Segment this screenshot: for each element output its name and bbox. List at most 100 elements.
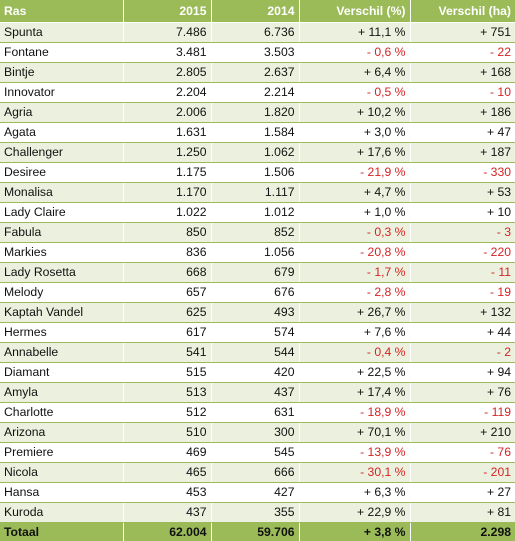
cell-ras: Fontane [0,42,124,63]
cell-ras: Melody [0,282,124,303]
cell-verschil-pct: - 0,3 % [299,222,411,243]
cell-2015: 512 [123,402,212,423]
cell-2014: 679 [211,262,300,283]
table-row: Charlotte 512 631- 18,9 % - 119 [0,402,515,423]
cell-2014: 493 [211,302,300,323]
table-row: Hansa 453 427 + 6,3 % + 27 [0,482,515,503]
cell-verschil-pct: - 0,4 % [299,342,411,363]
cell-2015: 2.204 [123,82,212,103]
cell-ras: Desiree [0,162,124,183]
cell-verschil-ha: - 3 [410,222,515,243]
cell-2014: 355 [211,502,300,523]
cell-2014: 666 [211,462,300,483]
cell-verschil-ha: + 210 [410,422,515,443]
cell-2014: 1.820 [211,102,300,123]
cell-2015: 510 [123,422,212,443]
cell-ras: Lady Rosetta [0,262,124,283]
cell-ras: Annabelle [0,342,124,363]
cell-2015: 668 [123,262,212,283]
table-footer: Totaal 62.004 59.706 + 3,8 % 2.298 [0,521,515,541]
cell-ras: Innovator [0,82,124,103]
cell-2015: 657 [123,282,212,303]
cell-verschil-pct: - 1,7 % [299,262,411,283]
table-row: Nicola 465 666- 30,1 % - 201 [0,462,515,483]
header-verschil-ha: Verschil (ha) [410,0,515,23]
table-row: Kuroda 437 355 + 22,9 % + 81 [0,502,515,523]
table-row: Premiere 469 545- 13,9 % - 76 [0,442,515,463]
cell-verschil-pct: - 0,5 % [299,82,411,103]
table-row: Lady Rosetta 668 679- 1,7 % - 11 [0,262,515,283]
cell-2015: 513 [123,382,212,403]
header-2014: 2014 [211,0,300,23]
cell-2015: 437 [123,502,212,523]
table-row: Challenger 1.250 1.062 + 17,6 % + 187 [0,142,515,163]
cell-verschil-pct: + 70,1 % [299,422,411,443]
cell-2015: 836 [123,242,212,263]
cell-ras: Arizona [0,422,124,443]
cell-2015: 515 [123,362,212,383]
cell-verschil-ha: + 10 [410,202,515,223]
table-row: Markies 836 1.056- 20,8 % - 220 [0,242,515,263]
total-label: Totaal [0,521,124,541]
cell-2014: 544 [211,342,300,363]
cell-verschil-pct: + 3,0 % [299,122,411,143]
cell-verschil-ha: - 201 [410,462,515,483]
cell-verschil-pct: + 4,7 % [299,182,411,203]
cell-2015: 453 [123,482,212,503]
cell-verschil-ha: + 47 [410,122,515,143]
total-verschil-pct: + 3,8 % [299,521,411,541]
cell-2014: 852 [211,222,300,243]
cell-2014: 1.117 [211,182,300,203]
total-2015: 62.004 [123,521,212,541]
table-row: Annabelle 541 544- 0,4 % - 2 [0,342,515,363]
table-header: Ras 2015 2014 Verschil (%) Verschil (ha) [0,0,515,23]
table-row: Fabula 850 852- 0,3 % - 3 [0,222,515,243]
cell-verschil-pct: + 22,9 % [299,502,411,523]
cell-2015: 625 [123,302,212,323]
cell-verschil-ha: + 44 [410,322,515,343]
cell-ras: Agria [0,102,124,123]
cell-ras: Hermes [0,322,124,343]
table-row: Spunta 7.486 6.736 + 11,1 % + 751 [0,22,515,43]
cell-verschil-ha: + 27 [410,482,515,503]
cell-2014: 1.056 [211,242,300,263]
cell-verschil-ha: - 10 [410,82,515,103]
cell-2014: 1.584 [211,122,300,143]
cell-2014: 676 [211,282,300,303]
table-row: Innovator 2.204 2.214- 0,5 % - 10 [0,82,515,103]
cell-verschil-ha: - 19 [410,282,515,303]
cell-2015: 465 [123,462,212,483]
cell-verschil-ha: - 76 [410,442,515,463]
cell-verschil-ha: - 22 [410,42,515,63]
cell-2014: 300 [211,422,300,443]
table-row: Lady Claire 1.022 1.012 + 1,0 % + 10 [0,202,515,223]
cell-2015: 469 [123,442,212,463]
cell-verschil-pct: + 22,5 % [299,362,411,383]
cell-verschil-ha: - 119 [410,402,515,423]
table-row: Hermes 617 574 + 7,6 % + 44 [0,322,515,343]
cell-ras: Markies [0,242,124,263]
table-row: Kaptah Vandel 625 493 + 26,7 % + 132 [0,302,515,323]
cell-verschil-ha: + 53 [410,182,515,203]
cell-2014: 1.012 [211,202,300,223]
cell-2015: 1.631 [123,122,212,143]
cell-ras: Bintje [0,62,124,83]
cell-ras: Agata [0,122,124,143]
cell-2014: 3.503 [211,42,300,63]
cell-ras: Challenger [0,142,124,163]
cell-2014: 420 [211,362,300,383]
cell-verschil-ha: + 76 [410,382,515,403]
cell-2014: 2.637 [211,62,300,83]
table-row: Agata 1.631 1.584 + 3,0 % + 47 [0,122,515,143]
table-row: Monalisa 1.170 1.117 + 4,7 % + 53 [0,182,515,203]
cell-2015: 617 [123,322,212,343]
cell-verschil-pct: + 6,4 % [299,62,411,83]
total-row: Totaal 62.004 59.706 + 3,8 % 2.298 [0,521,515,541]
cell-verschil-ha: + 94 [410,362,515,383]
cell-2015: 1.175 [123,162,212,183]
cell-2015: 850 [123,222,212,243]
cell-2014: 427 [211,482,300,503]
cell-2014: 1.062 [211,142,300,163]
cell-verschil-pct: + 7,6 % [299,322,411,343]
